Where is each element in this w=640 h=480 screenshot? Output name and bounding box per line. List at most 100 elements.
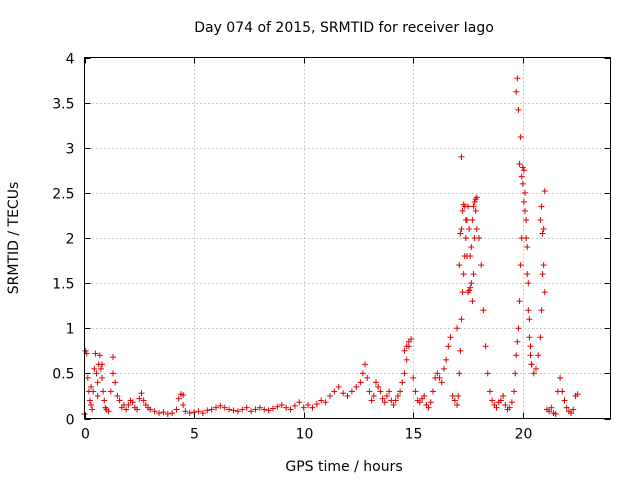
data-point xyxy=(91,365,98,372)
data-point xyxy=(386,388,393,395)
data-point xyxy=(524,271,531,278)
data-point xyxy=(101,397,108,404)
data-point xyxy=(454,325,461,332)
data-point xyxy=(512,370,519,377)
data-point xyxy=(524,244,531,251)
data-point xyxy=(489,397,496,404)
data-point xyxy=(147,406,154,413)
data-point xyxy=(473,225,480,232)
x-tick-label: 20 xyxy=(515,427,533,443)
data-point xyxy=(208,406,215,413)
data-point xyxy=(416,399,423,406)
axes: 0 5 10 15 20 0 0.5 1 1.5 2 2.5 3 3.5 4 xyxy=(52,52,611,443)
data-point xyxy=(520,198,527,205)
data-point xyxy=(449,392,456,399)
data-point xyxy=(526,334,533,341)
data-point xyxy=(455,392,462,399)
data-point xyxy=(468,280,475,287)
data-point xyxy=(467,284,474,291)
data-point xyxy=(541,188,548,195)
data-point xyxy=(195,408,202,415)
y-axis-label: SRMTID / TECUs xyxy=(6,182,22,295)
data-point xyxy=(514,338,521,345)
data-point xyxy=(309,404,316,411)
data-point xyxy=(438,379,445,386)
data-point xyxy=(484,370,491,377)
data-point xyxy=(213,404,219,411)
data-point xyxy=(180,401,187,408)
data-point xyxy=(256,404,263,411)
data-point xyxy=(466,225,473,232)
data-point xyxy=(88,383,95,390)
data-point xyxy=(383,392,390,399)
data-point xyxy=(88,401,95,408)
data-point xyxy=(274,403,281,410)
data-point xyxy=(530,370,537,377)
data-point xyxy=(538,203,545,210)
data-point xyxy=(84,374,91,381)
data-point xyxy=(410,374,417,381)
data-point xyxy=(459,289,466,296)
data-point xyxy=(472,207,479,214)
data-point xyxy=(497,397,504,404)
data-point xyxy=(377,388,384,395)
data-point xyxy=(456,262,463,269)
data-point xyxy=(445,343,452,350)
data-point xyxy=(463,253,470,260)
data-point xyxy=(502,401,509,408)
data-point xyxy=(540,225,547,232)
data-point xyxy=(390,401,397,408)
data-point xyxy=(86,397,93,404)
y-tick-label: 0.5 xyxy=(52,367,74,383)
data-point xyxy=(527,343,534,350)
data-point xyxy=(99,374,106,381)
data-point xyxy=(457,230,464,237)
data-point xyxy=(574,391,581,398)
data-point xyxy=(447,334,454,341)
data-point xyxy=(405,338,412,345)
data-point xyxy=(461,203,468,210)
data-point xyxy=(109,354,116,361)
data-point xyxy=(469,216,476,223)
data-point xyxy=(548,404,555,411)
data-point xyxy=(100,388,107,395)
data-point xyxy=(375,383,382,390)
data-point xyxy=(313,401,320,408)
data-point xyxy=(539,230,546,237)
data-point xyxy=(366,388,373,395)
data-point xyxy=(519,180,526,187)
data-point xyxy=(527,352,534,359)
data-point xyxy=(546,408,553,415)
data-point xyxy=(397,388,404,395)
data-point xyxy=(340,390,347,397)
data-point xyxy=(470,203,477,210)
data-point xyxy=(476,235,482,241)
data-point xyxy=(99,361,106,368)
data-point xyxy=(440,365,447,372)
data-point xyxy=(456,370,463,377)
data-point xyxy=(557,374,564,381)
data-point xyxy=(458,225,465,232)
data-point xyxy=(460,271,467,278)
data-point xyxy=(269,405,276,412)
data-point xyxy=(466,287,473,294)
data-point xyxy=(429,388,436,395)
data-point xyxy=(516,160,523,167)
data-points xyxy=(81,75,581,417)
data-point xyxy=(344,392,351,399)
data-point xyxy=(112,379,119,386)
data-point xyxy=(287,406,294,413)
data-point xyxy=(199,410,206,417)
data-point xyxy=(94,379,101,386)
data-point xyxy=(486,388,493,395)
data-point xyxy=(364,374,371,381)
data-point xyxy=(469,298,476,305)
data-point xyxy=(470,271,477,278)
data-point xyxy=(129,399,136,406)
data-point xyxy=(537,334,544,341)
data-point xyxy=(523,216,530,223)
data-point xyxy=(513,88,520,95)
data-point xyxy=(552,410,559,417)
data-point xyxy=(538,307,545,314)
